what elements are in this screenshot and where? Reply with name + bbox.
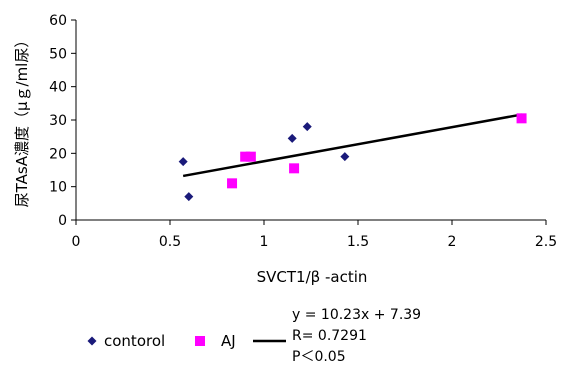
x-tick-label: 2 xyxy=(448,234,457,250)
y-tick-label: 30 xyxy=(49,113,67,129)
trendline-group xyxy=(182,113,522,178)
legend-diamond-marker xyxy=(87,336,97,346)
x-axis-label: SVCT1/β -actin xyxy=(257,268,368,286)
legend-label-aj: AJ xyxy=(221,332,236,350)
y-tick-label: 50 xyxy=(49,46,67,62)
legend-item-contorol: contorol xyxy=(87,332,165,350)
legend: contorol AJ y = 10.23x + 7.39 R= 0.7291 … xyxy=(87,307,421,365)
data-point-aj xyxy=(245,151,256,162)
data-point-contorol xyxy=(287,133,297,143)
data-point-aj xyxy=(240,151,251,162)
legend-item-trendline: y = 10.23x + 7.39 R= 0.7291 P＜0.05 xyxy=(253,307,421,365)
x-tick-label: 2.5 xyxy=(535,234,557,250)
ticks-group: 0 0.5 1 1.5 2 2.5 0 10 20 30 40 50 60 xyxy=(49,13,557,250)
y-tick-label: 40 xyxy=(49,80,67,96)
y-axis-label: 尿TAsA濃度（μｇ/ml尿） xyxy=(13,33,31,208)
trendline-equation: y = 10.23x + 7.39 xyxy=(292,307,421,323)
x-tick-label: 0 xyxy=(72,234,81,250)
x-tick-label: 1 xyxy=(260,234,269,250)
data-point-contorol xyxy=(340,152,350,162)
data-point-aj xyxy=(516,113,527,124)
y-tick-label: 0 xyxy=(58,213,67,229)
data-point-contorol xyxy=(184,192,194,202)
trendline-r-value: R= 0.7291 xyxy=(292,328,367,344)
trendline xyxy=(182,113,522,178)
data-points-group xyxy=(178,113,527,202)
data-point-contorol xyxy=(302,122,312,132)
axes-group xyxy=(75,20,546,221)
trendline-p-value: P＜0.05 xyxy=(292,349,346,365)
legend-square-marker xyxy=(195,336,205,346)
x-tick-label: 1.5 xyxy=(347,234,369,250)
data-point-aj xyxy=(227,178,238,189)
y-tick-label: 20 xyxy=(49,146,67,162)
y-tick-label: 10 xyxy=(49,180,67,196)
data-point-aj xyxy=(289,163,300,174)
legend-label-contorol: contorol xyxy=(104,332,165,350)
y-tick-label: 60 xyxy=(49,13,67,29)
data-point-contorol xyxy=(178,157,188,167)
legend-item-aj: AJ xyxy=(195,332,236,350)
x-tick-label: 0.5 xyxy=(159,234,181,250)
